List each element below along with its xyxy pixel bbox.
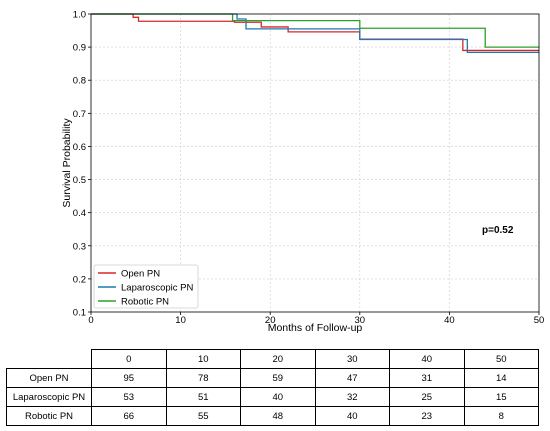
table-row: Laparoscopic PN 53 51 40 32 25 15 <box>6 387 539 407</box>
x-tick-label: 20 <box>265 315 276 326</box>
risk-table-cell: 8 <box>463 406 539 426</box>
x-tick-label: 50 <box>534 315 545 326</box>
risk-table-cell: 40 <box>240 387 316 407</box>
tick-layer: 0 10 20 30 40 50 0.1 0.2 0.3 0.4 0.5 0.6 0.7 0.8 0.9 1.… <box>73 10 545 327</box>
risk-table-cell: 32 <box>314 387 390 407</box>
plot-frame <box>90 13 540 313</box>
risk-table: 0 10 20 30 40 50 Open PN 95 78 59 47 31 … <box>6 349 539 426</box>
y-tick-label: 0.1 <box>73 308 86 319</box>
risk-table-time-header: 50 <box>463 349 539 369</box>
y-tick-label: 0.2 <box>73 274 86 285</box>
risk-table-cell: 59 <box>240 368 316 388</box>
risk-table-cell: 66 <box>91 406 167 426</box>
risk-table-cell: 31 <box>389 368 465 388</box>
series-line-laparoscopic-pn <box>91 13 539 54</box>
risk-table-row-label: Open PN <box>6 368 92 388</box>
legend: Open PN Laparoscopic PN Robotic PN <box>93 264 199 309</box>
risk-table-cell: 55 <box>165 406 241 426</box>
legend-label-laparoscopic-pn: Laparoscopic PN <box>121 283 193 294</box>
risk-table-time-header: 0 <box>91 349 167 369</box>
risk-table-cell: 48 <box>240 406 316 426</box>
y-tick-label: 1.0 <box>73 10 86 21</box>
series-layer <box>91 13 539 54</box>
y-tick-label: 0.7 <box>73 109 86 120</box>
risk-table-time-header: 10 <box>165 349 241 369</box>
series-line-robotic-pn <box>91 13 539 48</box>
risk-table-cell: 15 <box>463 387 539 407</box>
risk-table-cell: 78 <box>165 368 241 388</box>
risk-table-corner <box>6 349 92 369</box>
risk-table-cell: 23 <box>389 406 465 426</box>
risk-table-time-header: 30 <box>314 349 390 369</box>
risk-table-cell: 25 <box>389 387 465 407</box>
legend-box <box>93 264 199 309</box>
table-row: Robotic PN 66 55 48 40 23 8 <box>6 406 539 426</box>
risk-table-row-label: Laparoscopic PN <box>6 387 92 407</box>
table-row: Open PN 95 78 59 47 31 14 <box>6 368 539 388</box>
risk-table-row-label: Robotic PN <box>6 406 92 426</box>
legend-label-open-pn: Open PN <box>121 269 160 280</box>
x-tick-label: 30 <box>355 315 366 326</box>
risk-table-cell: 53 <box>91 387 167 407</box>
y-tick-label: 0.4 <box>73 208 86 219</box>
risk-table-cell: 51 <box>165 387 241 407</box>
y-axis-label: Survival Probability <box>61 118 73 208</box>
legend-label-robotic-pn: Robotic PN <box>121 297 169 308</box>
x-axis-label: Months of Follow-up <box>268 322 363 334</box>
km-chart: 0 10 20 30 40 50 0.1 0.2 0.3 0.4 0.5 0.6 0.7 0.8 0.9 1.… <box>61 10 545 335</box>
y-tick-label: 0.8 <box>73 76 86 87</box>
risk-table-time-header: 20 <box>240 349 316 369</box>
legend-items: Open PN Laparoscopic PN Robotic PN <box>98 269 193 308</box>
risk-table-header-row: 0 10 20 30 40 50 <box>6 349 539 369</box>
risk-table-cell: 95 <box>91 368 167 388</box>
x-tick-label: 40 <box>444 315 455 326</box>
x-tick-label: 10 <box>175 315 186 326</box>
y-tick-label: 0.5 <box>73 175 86 186</box>
x-tick-label: 0 <box>88 315 93 326</box>
y-tick-label: 0.9 <box>73 43 86 54</box>
y-tick-label: 0.6 <box>73 142 86 153</box>
p-value-annotation: p=0.52 <box>482 225 514 236</box>
series-line-open-pn <box>91 13 539 52</box>
risk-table-cell: 40 <box>314 406 390 426</box>
y-tick-label: 0.3 <box>73 241 86 252</box>
risk-table-cell: 14 <box>463 368 539 388</box>
risk-table-cell: 47 <box>314 368 390 388</box>
risk-table-time-header: 40 <box>389 349 465 369</box>
